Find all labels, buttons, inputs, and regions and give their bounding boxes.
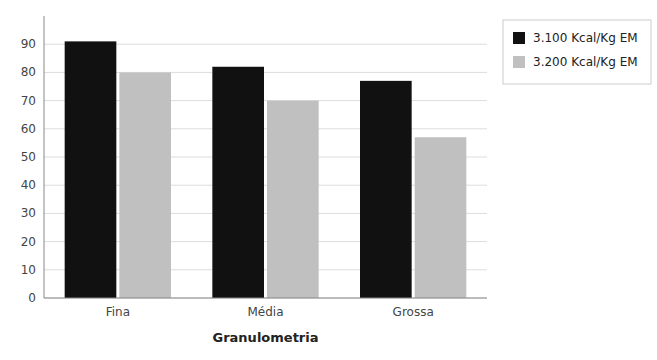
bars: [65, 41, 467, 298]
y-tick-label: 10: [21, 263, 36, 277]
y-tick-label: 50: [21, 150, 36, 164]
y-tick-label: 30: [21, 206, 36, 220]
y-tick-label: 0: [28, 291, 36, 305]
bar: [415, 137, 467, 298]
x-tick-label: Fina: [106, 305, 130, 319]
bar: [119, 72, 171, 298]
bar: [267, 101, 319, 298]
legend-label: 3.100 Kcal/Kg EM: [533, 31, 638, 45]
y-tick-label: 20: [21, 235, 36, 249]
x-tick-label: Média: [247, 305, 283, 319]
chart: 0 10 20 30 40 50 60 70 80 90 Fina Média Grossa Granul…: [0, 0, 657, 360]
chart-container: 0 10 20 30 40 50 60 70 80 90 Fina Média Grossa Granul…: [0, 0, 657, 360]
x-axis-label: Granulometria: [213, 330, 319, 345]
y-tick-label: 80: [21, 65, 36, 79]
x-tick-label: Grossa: [393, 305, 434, 319]
bar: [212, 67, 264, 298]
y-tick-label: 60: [21, 122, 36, 136]
y-tick-label: 70: [21, 94, 36, 108]
x-axis-line: [44, 298, 487, 299]
bar: [360, 81, 412, 298]
y-tick-label: 40: [21, 178, 36, 192]
y-tick-label: 90: [21, 37, 36, 51]
legend-label: 3.200 Kcal/Kg EM: [533, 55, 638, 69]
bar: [65, 41, 117, 298]
legend-frame: [503, 20, 651, 84]
legend-swatch: [513, 56, 525, 68]
y-axis-line: [44, 16, 45, 298]
legend-swatch: [513, 32, 525, 44]
grid-line: [44, 298, 487, 299]
legend: 3.100 Kcal/Kg EM 3.200 Kcal/Kg EM: [503, 20, 651, 84]
